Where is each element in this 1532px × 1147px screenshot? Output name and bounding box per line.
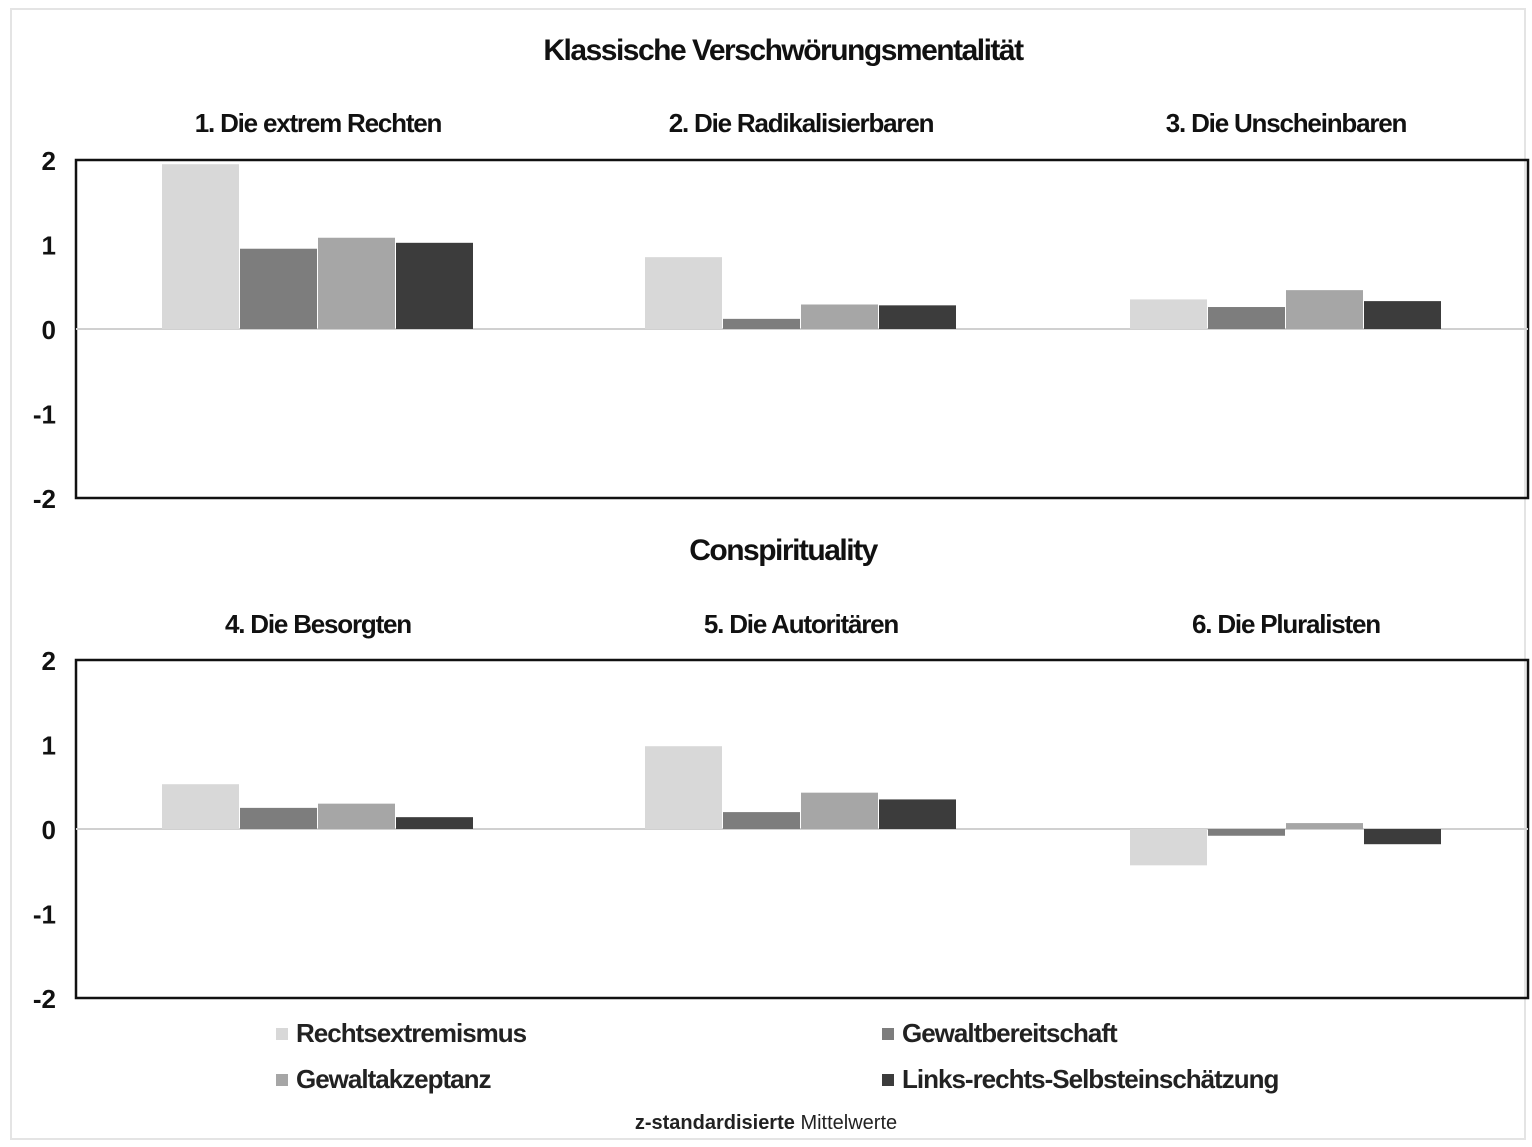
chart-frame — [10, 8, 1526, 1140]
bar — [240, 807, 317, 829]
bar — [318, 803, 395, 829]
chart-caption: z-standardisierte Mittelwerte — [0, 1112, 1532, 1135]
legend-item-gewaltbereitschaft: Gewaltbereitschaft — [882, 1018, 1118, 1049]
caption-normal: Mittelwerte — [800, 1112, 898, 1134]
bar — [1364, 829, 1441, 845]
bar — [396, 242, 473, 329]
legend-label-rechtsextremismus: Rechtsextremismus — [296, 1018, 527, 1048]
y-tick-label: -2 — [33, 484, 56, 514]
legend-item-rechtsextremismus: Rechtsextremismus — [276, 1018, 527, 1049]
legend-item-gewaltakzeptanz: Gewaltakzeptanz — [276, 1064, 492, 1095]
bar — [1286, 290, 1363, 329]
bar — [240, 248, 317, 329]
panel-title-2: Conspirituality — [689, 534, 878, 567]
caption-bold: z-standardisierte — [634, 1112, 795, 1134]
bar — [1130, 299, 1207, 329]
y-tick-label: 0 — [42, 315, 56, 345]
bar — [1286, 823, 1363, 829]
y-tick-label: -1 — [33, 400, 56, 430]
legend-item-links-rechts: Links-rechts-Selbsteinschätzung — [882, 1064, 1279, 1095]
bar — [879, 305, 956, 329]
y-tick-label: -1 — [33, 900, 56, 930]
group-label-2: 2. Die Radikalisierbaren — [669, 108, 934, 138]
bar — [645, 257, 722, 329]
bar — [318, 237, 395, 329]
group-label-1: 1. Die extrem Rechten — [195, 108, 442, 138]
bar — [162, 784, 239, 829]
bar — [801, 792, 878, 829]
bar — [1130, 829, 1207, 866]
bar — [801, 304, 878, 329]
panel-title-1: Klassische Verschwörungsmentalität — [543, 34, 1024, 67]
group-label-3: 3. Die Unscheinbaren — [1166, 108, 1407, 138]
legend-label-gewaltbereitschaft: Gewaltbereitschaft — [902, 1018, 1118, 1048]
bar — [1208, 307, 1285, 329]
legend-swatch-gewaltbereitschaft — [882, 1027, 894, 1040]
legend-label-gewaltakzeptanz: Gewaltakzeptanz — [296, 1064, 492, 1094]
bar — [879, 799, 956, 829]
legend-swatch-rechtsextremismus — [276, 1027, 288, 1040]
bar — [1208, 829, 1285, 836]
bar — [645, 746, 722, 829]
bar — [396, 817, 473, 829]
y-tick-label: 2 — [42, 646, 56, 676]
y-tick-label: -2 — [33, 984, 56, 1014]
legend-swatch-gewaltakzeptanz — [276, 1073, 288, 1086]
y-tick-label: 0 — [42, 815, 56, 845]
legend-label-links-rechts: Links-rechts-Selbsteinschätzung — [902, 1064, 1279, 1094]
bar — [723, 812, 800, 829]
y-tick-label: 1 — [42, 731, 56, 761]
bar — [162, 164, 239, 329]
y-tick-label: 1 — [42, 231, 56, 261]
legend-swatch-links-rechts — [882, 1073, 894, 1086]
group-label-4: 4. Die Besorgten — [225, 609, 411, 639]
bar — [723, 318, 800, 329]
group-label-6: 6. Die Pluralisten — [1192, 609, 1380, 639]
bar — [1364, 301, 1441, 329]
group-label-5: 5. Die Autoritären — [704, 609, 898, 639]
y-tick-label: 2 — [42, 146, 56, 176]
